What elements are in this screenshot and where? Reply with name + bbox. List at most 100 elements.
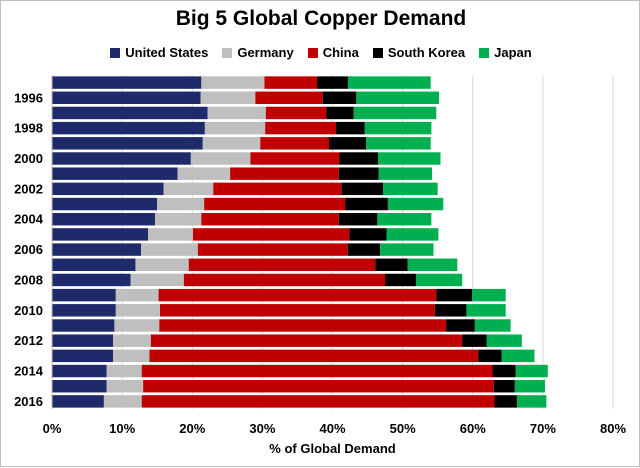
bar-segment — [52, 319, 115, 332]
chart-legend: United States Germany China South Korea Japa… — [1, 45, 640, 60]
bar-segment — [141, 395, 495, 408]
bar-segment — [52, 152, 191, 165]
bar-segment — [207, 106, 266, 120]
bar-segment — [378, 167, 433, 180]
bar-segment — [148, 228, 193, 241]
x-tick-label: 10% — [109, 421, 135, 436]
x-tick-label: 60% — [460, 421, 486, 436]
bar-segment — [52, 304, 116, 317]
bar-segment — [493, 380, 515, 393]
legend-swatch — [479, 47, 490, 58]
bar-segment — [204, 121, 266, 135]
bar-segment — [202, 137, 261, 150]
y-tick-label: 2004 — [14, 212, 44, 227]
legend-label: Japan — [494, 45, 532, 60]
bar-segment — [106, 364, 142, 378]
bar-segment — [52, 197, 158, 211]
bar-segment — [494, 395, 517, 408]
bar-segment — [407, 258, 458, 271]
bar-segment — [52, 137, 203, 150]
bar-segment — [52, 213, 156, 226]
bar-segment — [115, 304, 160, 317]
bar-segment — [341, 182, 383, 196]
bar-segment — [52, 273, 131, 287]
bar-segment — [159, 319, 447, 332]
bar-segment — [114, 319, 160, 332]
bar-segment — [436, 288, 473, 302]
bar-segment — [113, 334, 151, 347]
bar-segment — [158, 288, 437, 302]
bar-segment — [501, 349, 535, 363]
x-tick-label: 40% — [319, 421, 345, 436]
bar-segment — [462, 334, 487, 347]
bar-segment — [201, 213, 339, 226]
bar-segment — [322, 91, 357, 104]
bar-segment — [149, 349, 479, 363]
bar-segment — [339, 152, 379, 165]
legend-item: China — [307, 45, 359, 60]
bar-segment — [113, 349, 150, 363]
bar-segment — [52, 106, 208, 120]
bar-segment — [200, 91, 256, 104]
bar-segment — [380, 243, 434, 256]
bar-segment — [52, 334, 114, 347]
legend-swatch — [307, 47, 318, 58]
y-tick-label: 2002 — [14, 181, 43, 196]
legend-label: China — [322, 45, 359, 60]
bar-segment — [52, 121, 205, 135]
bar-segment — [183, 273, 386, 287]
y-tick-label: 2012 — [14, 333, 43, 348]
bar-segment — [265, 106, 327, 120]
bar-segment — [338, 167, 379, 180]
legend-label: South Korea — [387, 45, 466, 60]
bar-segment — [250, 152, 340, 165]
bar-segment — [472, 288, 506, 302]
bar-segment — [265, 121, 337, 135]
legend-swatch — [372, 47, 383, 58]
bar-segment — [204, 197, 346, 211]
bar-segment — [52, 349, 114, 363]
bar-segment — [157, 197, 205, 211]
bar-segment — [130, 273, 184, 287]
bar-segment — [141, 364, 493, 378]
bar-segment — [255, 91, 323, 104]
bar-segment — [141, 243, 198, 256]
bar-segment — [135, 258, 189, 271]
bar-segment — [52, 288, 116, 302]
bar-segment — [492, 364, 516, 378]
chart-title: Big 5 Global Copper Demand — [175, 7, 467, 30]
bar-segment — [387, 197, 444, 211]
bar-segment — [177, 167, 231, 180]
bar-segment — [264, 76, 318, 89]
legend-label: Germany — [237, 45, 294, 60]
legend-swatch — [222, 47, 233, 58]
legend-swatch — [110, 47, 121, 58]
legend-label: United States — [125, 45, 209, 60]
bar-segment — [347, 243, 381, 256]
bar-segment — [52, 243, 142, 256]
bar-segment — [52, 258, 136, 271]
bar-segment — [345, 197, 388, 211]
bar-segment — [338, 213, 378, 226]
y-tick-label: 1996 — [14, 90, 43, 105]
bar-segment — [52, 182, 164, 196]
legend-item: South Korea — [372, 45, 466, 60]
bar-segment — [466, 304, 506, 317]
y-tick-label: 2016 — [14, 394, 43, 409]
bar-segment — [317, 76, 348, 89]
y-tick-label: 2010 — [14, 303, 43, 318]
bar-segment — [328, 137, 367, 150]
bar-segment — [478, 349, 502, 363]
bar-segment — [190, 152, 251, 165]
legend-item: Japan — [479, 45, 532, 60]
x-tick-label: 20% — [179, 421, 205, 436]
legend-item: Germany — [222, 45, 294, 60]
bar-segment — [474, 319, 511, 332]
bar-segment — [386, 228, 439, 241]
bar-segment — [515, 364, 548, 378]
bar-segment — [188, 258, 376, 271]
y-tick-label: 2000 — [14, 151, 43, 166]
bar-segment — [155, 213, 202, 226]
bar-segment — [163, 182, 214, 196]
bar-segment — [382, 182, 438, 196]
